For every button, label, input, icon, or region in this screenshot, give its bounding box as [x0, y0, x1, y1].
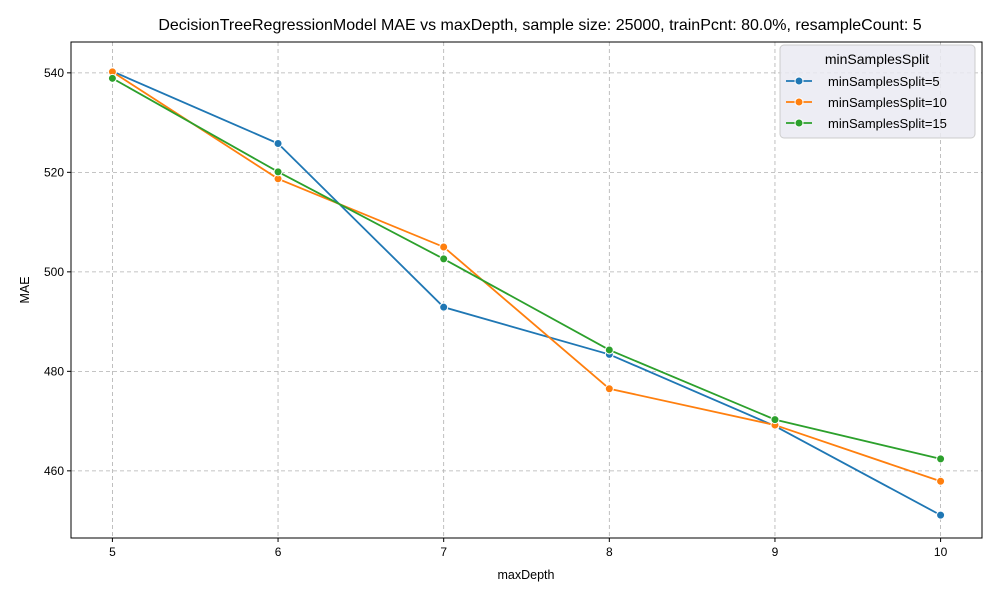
- legend: minSamplesSplit minSamplesSplit=5minSamp…: [779, 44, 976, 139]
- data-point: [439, 242, 449, 252]
- x-tick-label: 6: [275, 545, 282, 559]
- data-point: [604, 345, 614, 355]
- data-point: [273, 167, 283, 177]
- legend-marker: [794, 118, 804, 128]
- y-tick-label: 540: [44, 66, 64, 80]
- data-point: [936, 454, 946, 464]
- y-axis-label: MAE: [18, 276, 32, 303]
- series-line: [111, 71, 941, 483]
- x-tick-label: 8: [606, 545, 613, 559]
- y-tick-label: 500: [44, 265, 64, 279]
- series-3: [107, 73, 946, 464]
- legend-marker: [794, 76, 804, 86]
- data-point: [936, 510, 946, 520]
- x-axis-ticks: 5 6 7 8 9 10: [109, 538, 948, 559]
- chart-title: DecisionTreeRegressionModel MAE vs maxDe…: [158, 17, 921, 34]
- x-axis-label: maxDepth: [498, 568, 555, 582]
- y-axis-ticks: 460 480 500 520 540: [44, 66, 71, 478]
- legend-box: [779, 44, 976, 139]
- series-line: [111, 77, 941, 460]
- x-tick-label: 5: [109, 545, 116, 559]
- grid: [71, 42, 982, 538]
- legend-items: minSamplesSplit=5 minSamplesSplit=10 minSa…: [786, 74, 947, 131]
- legend-item: minSamplesSplit=15: [786, 116, 947, 131]
- data-point: [770, 415, 780, 425]
- data-point: [604, 384, 614, 394]
- data-point: [273, 138, 283, 148]
- data-point: [439, 254, 449, 264]
- series-2: [107, 67, 946, 486]
- legend-label: minSamplesSplit=15: [828, 116, 947, 131]
- legend-item: minSamplesSplit=5: [786, 74, 940, 89]
- plot-frame: [70, 41, 983, 539]
- data-point: [936, 476, 946, 486]
- legend-marker: [794, 97, 804, 107]
- x-tick-label: 7: [440, 545, 447, 559]
- series-line: [112, 70, 942, 516]
- legend-label: minSamplesSplit=10: [828, 95, 947, 110]
- legend-item: minSamplesSplit=10: [786, 95, 947, 110]
- data-point: [107, 73, 117, 83]
- x-tick-label: 9: [772, 545, 779, 559]
- y-tick-label: 460: [44, 464, 64, 478]
- data-point: [439, 302, 449, 312]
- legend-title: minSamplesSplit: [825, 51, 929, 67]
- y-tick-label: 480: [44, 364, 64, 378]
- x-tick-label: 10: [934, 545, 948, 559]
- y-tick-label: 520: [44, 165, 64, 179]
- legend-label: minSamplesSplit=5: [828, 74, 940, 89]
- series-layer: [107, 66, 946, 520]
